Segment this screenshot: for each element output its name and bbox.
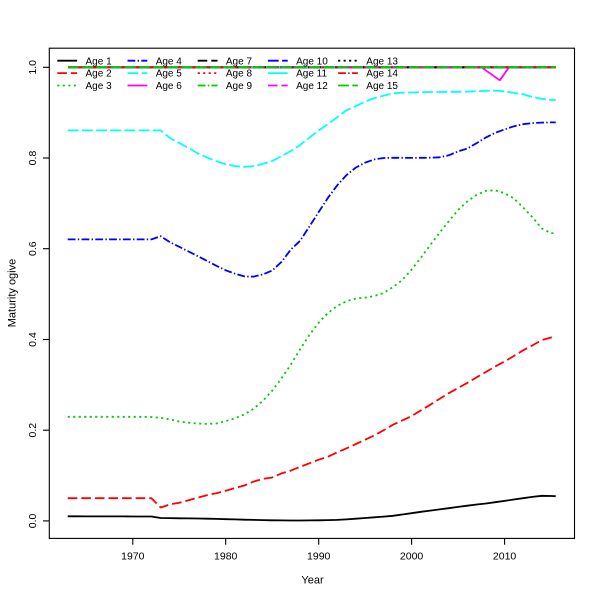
svg-text:Age 15: Age 15 — [366, 81, 398, 92]
svg-text:Age 1: Age 1 — [86, 56, 113, 67]
svg-text:1.0: 1.0 — [27, 60, 39, 75]
svg-text:Age 11: Age 11 — [296, 69, 327, 80]
svg-text:0.4: 0.4 — [27, 332, 39, 347]
svg-text:Age 3: Age 3 — [86, 81, 113, 92]
svg-text:0.2: 0.2 — [27, 423, 39, 438]
svg-text:Age 4: Age 4 — [156, 56, 183, 67]
svg-text:Age 6: Age 6 — [156, 81, 183, 92]
svg-text:Age 12: Age 12 — [296, 81, 328, 92]
svg-text:Age 5: Age 5 — [156, 69, 183, 80]
svg-text:1990: 1990 — [307, 551, 331, 563]
svg-text:Maturity ogive: Maturity ogive — [7, 259, 19, 327]
svg-text:1970: 1970 — [121, 551, 145, 563]
svg-text:Age 10: Age 10 — [296, 56, 328, 67]
svg-text:Age 9: Age 9 — [226, 81, 253, 92]
svg-text:Age 2: Age 2 — [86, 69, 113, 80]
svg-text:2010: 2010 — [493, 551, 517, 563]
svg-text:Year: Year — [301, 575, 324, 587]
svg-text:0.6: 0.6 — [27, 241, 39, 256]
svg-text:0.8: 0.8 — [27, 151, 39, 166]
svg-text:0.0: 0.0 — [27, 513, 39, 528]
svg-text:1980: 1980 — [214, 551, 238, 563]
svg-text:Age 8: Age 8 — [226, 69, 253, 80]
svg-text:Age 7: Age 7 — [226, 56, 253, 67]
svg-text:Age 14: Age 14 — [366, 69, 398, 80]
svg-text:2000: 2000 — [400, 551, 424, 563]
svg-text:Age 13: Age 13 — [366, 56, 398, 67]
